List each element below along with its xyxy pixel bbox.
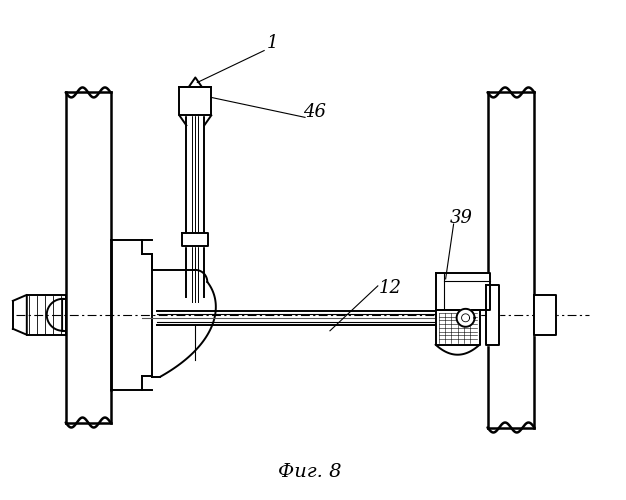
Polygon shape bbox=[535, 295, 557, 335]
Polygon shape bbox=[456, 309, 475, 327]
Text: 1: 1 bbox=[267, 34, 278, 52]
Text: Фиг. 8: Фиг. 8 bbox=[279, 464, 342, 481]
Polygon shape bbox=[436, 273, 490, 310]
Text: 12: 12 bbox=[378, 279, 401, 297]
Polygon shape bbox=[182, 233, 208, 246]
Polygon shape bbox=[486, 285, 500, 344]
Text: 39: 39 bbox=[450, 209, 473, 227]
Text: 46: 46 bbox=[304, 104, 327, 122]
Polygon shape bbox=[436, 310, 480, 344]
Polygon shape bbox=[180, 88, 212, 116]
